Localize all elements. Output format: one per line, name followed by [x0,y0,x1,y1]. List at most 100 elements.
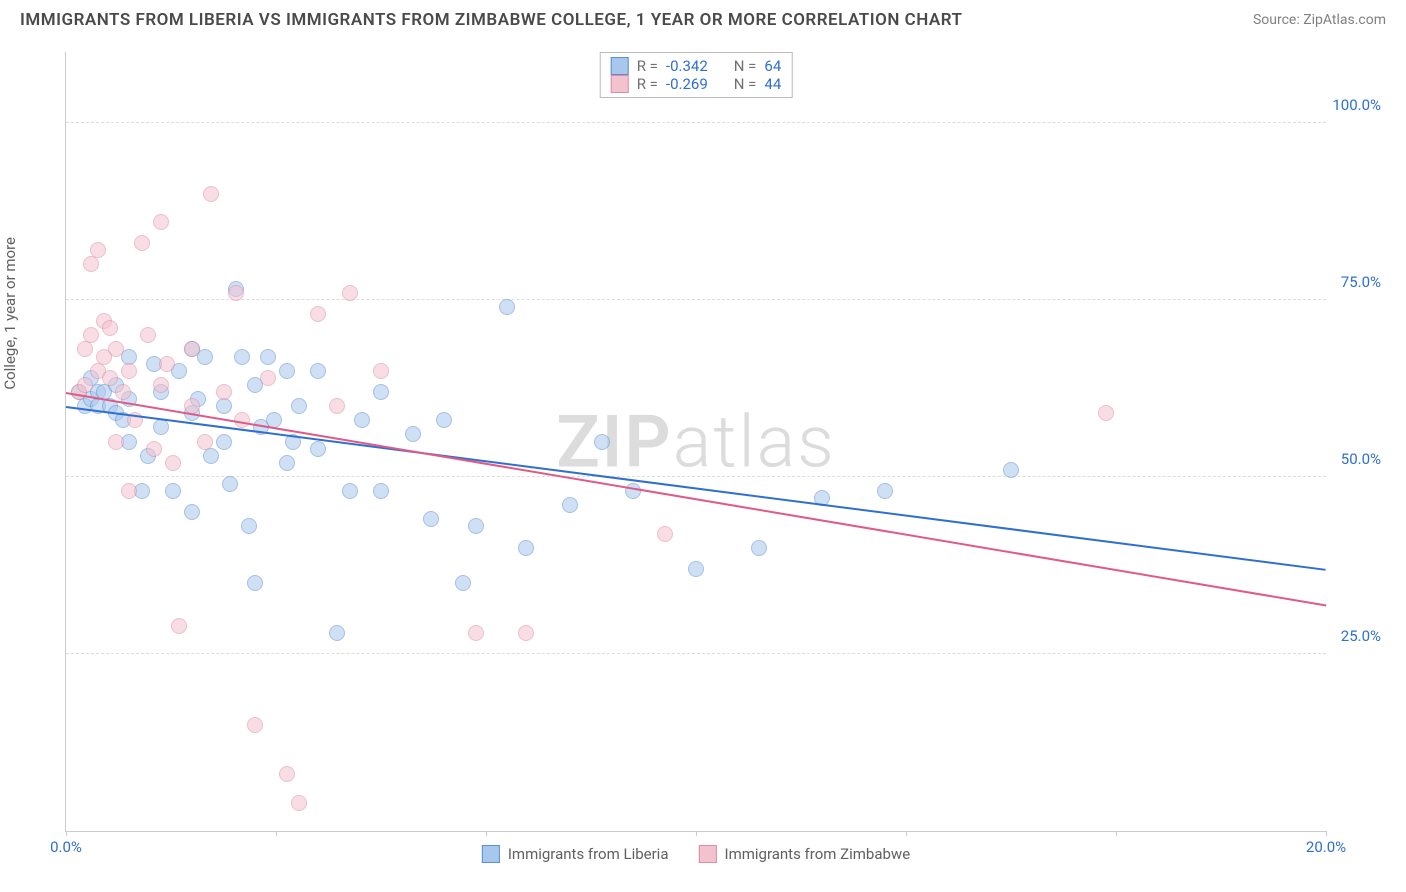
scatter-point [115,384,131,400]
scatter-point [279,455,295,471]
scatter-point [373,363,389,379]
stats-n-value: 64 [764,57,781,75]
gridline [66,653,1326,654]
scatter-point [197,434,213,450]
stats-r-value: -0.269 [666,75,708,93]
y-tick-label: 25.0% [1341,627,1381,645]
stats-n-label: N = [734,57,757,75]
scatter-point [342,285,358,301]
trend-line [66,406,1326,571]
scatter-point [159,356,175,372]
y-tick-label: 50.0% [1341,450,1381,468]
scatter-point [77,377,93,393]
plot-region: ZIPatlas 25.0%50.0%75.0%100.0%0.0%20.0%R… [65,52,1326,832]
scatter-point [134,235,150,251]
scatter-point [1003,462,1019,478]
chart-title: IMMIGRANTS FROM LIBERIA VS IMMIGRANTS FR… [20,10,962,30]
stats-row: R = -0.342 N = 64 [611,57,782,75]
scatter-point [216,384,232,400]
scatter-point [310,306,326,322]
scatter-point [247,717,263,733]
x-tick-mark [1326,831,1327,836]
legend-swatch [698,845,716,863]
scatter-point [688,561,704,577]
legend-item: Immigrants from Liberia [482,845,669,863]
scatter-point [140,327,156,343]
scatter-point [184,341,200,357]
scatter-point [373,384,389,400]
x-tick-label: 20.0% [1306,838,1346,856]
scatter-point [1098,405,1114,421]
scatter-point [405,426,421,442]
scatter-point [751,540,767,556]
scatter-point [468,518,484,534]
y-axis-label: College, 1 year or more [1,237,19,390]
scatter-point [594,434,610,450]
scatter-point [291,795,307,811]
gridline [66,122,1326,123]
stats-n-value: 44 [764,75,781,93]
scatter-point [354,412,370,428]
x-tick-mark [276,831,277,836]
scatter-point [102,320,118,336]
scatter-point [342,483,358,499]
scatter-point [877,483,893,499]
scatter-point [329,398,345,414]
x-tick-mark [1116,831,1117,836]
scatter-point [241,518,257,534]
scatter-point [291,398,307,414]
scatter-point [518,540,534,556]
scatter-point [423,511,439,527]
scatter-point [121,363,137,379]
scatter-point [203,448,219,464]
scatter-point [310,363,326,379]
x-tick-label: 0.0% [50,838,82,856]
gridline [66,476,1326,477]
scatter-point [310,441,326,457]
scatter-point [247,575,263,591]
scatter-point [228,285,244,301]
scatter-point [373,483,389,499]
x-tick-mark [486,831,487,836]
source-label: Source: ZipAtlas.com [1253,12,1386,28]
scatter-point [153,214,169,230]
scatter-point [216,398,232,414]
x-tick-mark [696,831,697,836]
scatter-point [260,370,276,386]
legend: Immigrants from LiberiaImmigrants from Z… [482,845,910,863]
scatter-point [625,483,641,499]
scatter-point [121,483,137,499]
scatter-point [165,483,181,499]
stats-r-label: R = [637,75,658,93]
scatter-point [329,625,345,641]
scatter-point [153,377,169,393]
stats-r-label: R = [637,57,658,75]
stats-swatch [611,57,629,75]
scatter-point [216,434,232,450]
scatter-point [279,766,295,782]
legend-swatch [482,845,500,863]
scatter-point [234,349,250,365]
stats-panel: R = -0.342 N = 64 R = -0.269 N = 44 [600,52,793,98]
scatter-point [455,575,471,591]
scatter-point [171,618,187,634]
chart-area: College, 1 year or more ZIPatlas 25.0%50… [20,42,1386,872]
stats-n-label: N = [734,75,757,93]
scatter-point [657,526,673,542]
scatter-point [562,497,578,513]
x-tick-mark [66,831,67,836]
scatter-point [203,186,219,202]
scatter-point [83,256,99,272]
y-tick-label: 75.0% [1341,273,1381,291]
legend-label: Immigrants from Liberia [508,845,669,863]
scatter-point [518,625,534,641]
scatter-point [279,363,295,379]
scatter-point [499,299,515,315]
scatter-point [165,455,181,471]
y-tick-label: 100.0% [1332,96,1381,114]
scatter-point [260,349,276,365]
stats-r-value: -0.342 [666,57,708,75]
scatter-point [83,327,99,343]
stats-swatch [611,75,629,93]
scatter-point [96,349,112,365]
